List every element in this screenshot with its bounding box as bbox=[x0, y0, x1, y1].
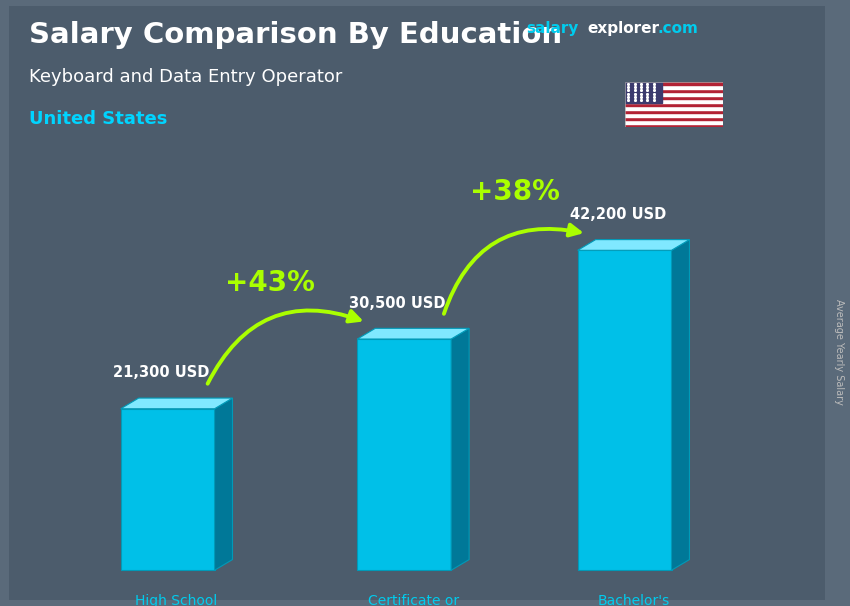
Bar bbox=[625, 120, 722, 124]
Bar bbox=[625, 124, 722, 127]
Polygon shape bbox=[672, 239, 689, 570]
Text: 30,500 USD: 30,500 USD bbox=[349, 296, 445, 310]
Bar bbox=[625, 96, 722, 99]
Bar bbox=[625, 106, 722, 110]
Text: Bachelor's
Degree: Bachelor's Degree bbox=[598, 594, 670, 606]
Polygon shape bbox=[121, 409, 214, 570]
Bar bbox=[625, 82, 662, 103]
Bar bbox=[625, 113, 722, 117]
Polygon shape bbox=[357, 328, 469, 339]
Text: 42,200 USD: 42,200 USD bbox=[570, 207, 666, 222]
Bar bbox=[625, 85, 722, 89]
Text: Certificate or
Diploma: Certificate or Diploma bbox=[368, 594, 459, 606]
Bar bbox=[625, 82, 722, 85]
Text: Salary Comparison By Education: Salary Comparison By Education bbox=[29, 21, 562, 49]
Bar bbox=[625, 89, 722, 92]
Polygon shape bbox=[578, 239, 689, 250]
Bar bbox=[625, 117, 722, 120]
Bar bbox=[625, 99, 722, 103]
Polygon shape bbox=[121, 398, 233, 409]
Text: .com: .com bbox=[657, 21, 698, 36]
Text: +38%: +38% bbox=[470, 178, 560, 206]
Text: High School: High School bbox=[135, 594, 218, 606]
Text: +43%: +43% bbox=[225, 269, 315, 297]
Bar bbox=[625, 103, 722, 106]
Polygon shape bbox=[578, 250, 672, 570]
Text: Average Yearly Salary: Average Yearly Salary bbox=[834, 299, 844, 404]
Polygon shape bbox=[451, 328, 469, 570]
Polygon shape bbox=[214, 398, 233, 570]
Text: explorer: explorer bbox=[588, 21, 660, 36]
Bar bbox=[625, 110, 722, 113]
Polygon shape bbox=[357, 339, 451, 570]
Text: Keyboard and Data Entry Operator: Keyboard and Data Entry Operator bbox=[29, 68, 343, 87]
Text: 21,300 USD: 21,300 USD bbox=[112, 365, 209, 380]
Text: United States: United States bbox=[29, 110, 167, 128]
Bar bbox=[625, 92, 722, 96]
Text: salary: salary bbox=[527, 21, 579, 36]
